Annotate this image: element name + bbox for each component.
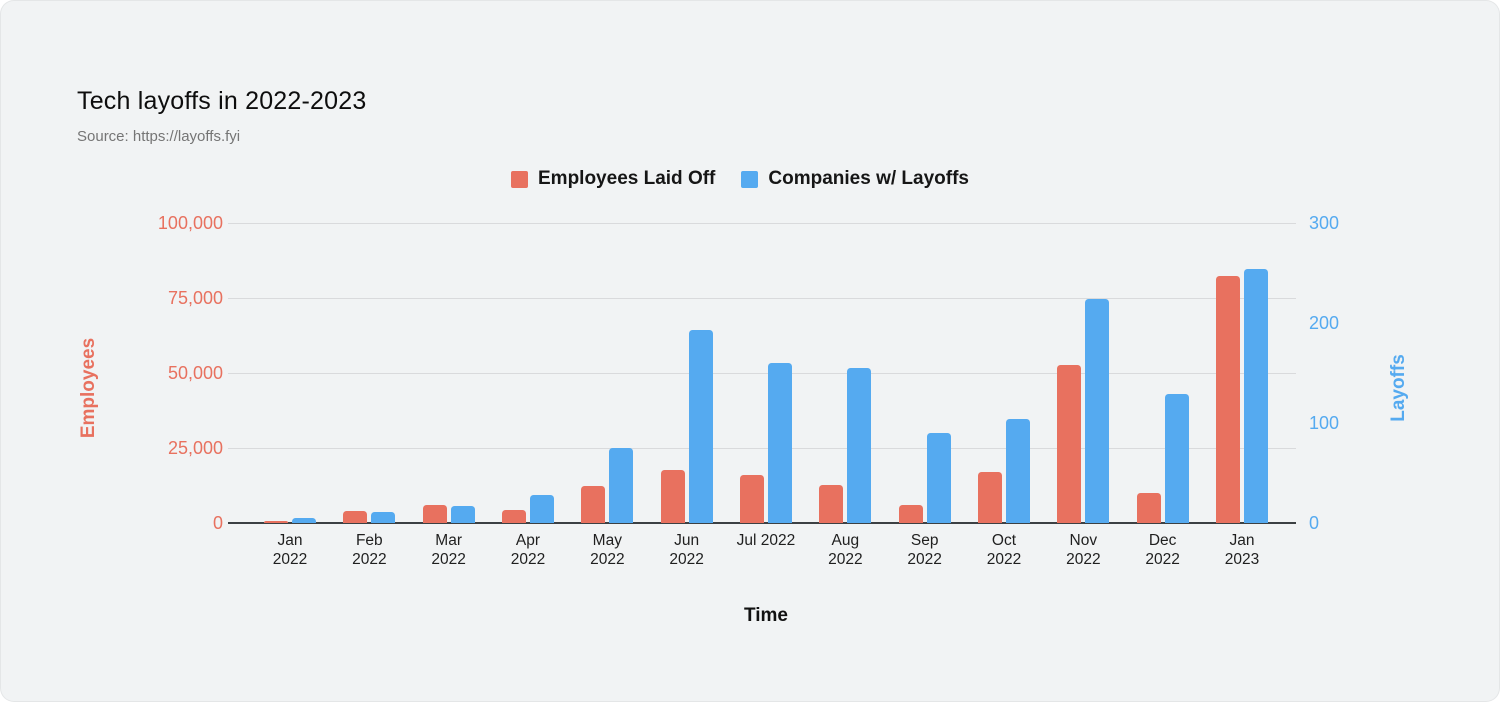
bar-employees-laid-off [898,505,923,523]
left-axis-tick-label: 100,000 [157,213,223,233]
x-axis-category-label: Apr 2022 [510,532,546,568]
gridline [228,223,1296,224]
x-axis-category-label: Jun 2022 [669,532,704,568]
right-axis-title: Layoffs [1388,354,1409,422]
left-axis-tick-label: 50,000 [167,363,223,383]
bar-companies-w-layoffs [847,368,872,523]
chart-source: Source: https://layoffs.fyi [77,128,241,145]
bar-employees-laid-off [1136,493,1161,523]
right-axis-tick-label: 300 [1309,213,1340,233]
bar-employees-laid-off [264,520,288,523]
bar-employees-laid-off [1215,275,1240,523]
bar-companies-w-layoffs [371,512,396,523]
left-axis-tick-label: 75,000 [167,288,223,308]
bar-companies-w-layoffs [1164,394,1189,523]
bar-companies-w-layoffs [1085,299,1110,523]
x-axis-category-label: Feb 2022 [352,532,387,568]
bar-companies-w-layoffs [688,330,713,523]
right-axis-tick-label: 0 [1309,513,1320,533]
x-axis-category-label: Jan 2022 [272,532,308,568]
left-axis-title: Employees [78,337,99,439]
legend-item-employees: Employees Laid Off [511,168,715,190]
bar-employees-laid-off [977,472,1002,523]
legend-item-companies: Companies w/ Layoffs [741,168,969,190]
legend-label-employees: Employees Laid Off [538,168,716,189]
plot-area [228,223,1296,524]
bar-employees-laid-off [581,485,606,523]
bar-companies-w-layoffs [926,433,951,523]
chart-title: Tech layoffs in 2022-2023 [77,87,367,115]
bar-employees-laid-off [343,511,368,523]
gridline [228,298,1296,299]
x-axis-line [228,522,1296,524]
bar-companies-w-layoffs [292,518,316,523]
gridline [228,448,1296,449]
bar-companies-w-layoffs [1243,269,1268,523]
x-axis-category-label: Aug 2022 [828,532,863,568]
x-axis-category-label: Oct 2022 [986,532,1022,568]
bar-companies-w-layoffs [529,495,554,523]
x-axis-category-label: Dec 2022 [1145,532,1180,568]
bar-companies-w-layoffs [767,363,792,523]
bar-employees-laid-off [501,510,526,523]
left-axis-tick-label: 0 [212,513,223,533]
legend-label-companies: Companies w/ Layoffs [768,168,969,189]
bar-companies-w-layoffs [609,448,634,523]
right-axis-tick-label: 200 [1309,313,1340,333]
bar-companies-w-layoffs [1005,419,1030,523]
bar-employees-laid-off [819,484,844,523]
gridline [228,373,1296,374]
employees-swatch-icon [511,170,528,188]
companies-swatch-icon [741,170,759,188]
bar-employees-laid-off [739,475,764,523]
bar-employees-laid-off [660,469,685,523]
x-axis-category-label: Nov 2022 [1066,532,1101,568]
legend: Employees Laid Off Companies w/ Layoffs [1,168,1479,190]
x-axis-title: Time [743,605,789,626]
x-axis-category-label: Sep 2022 [907,532,942,568]
x-axis-category-label: Jan 2023 [1224,532,1260,568]
bar-employees-laid-off [422,505,447,523]
x-axis-category-label: May 2022 [590,532,625,568]
bar-companies-w-layoffs [450,506,475,523]
x-axis-category-label: Mar 2022 [431,532,466,568]
x-axis-category-label: Jul 2022 [736,532,796,549]
bar-employees-laid-off [1057,364,1082,523]
left-axis-tick-label: 25,000 [167,438,223,458]
right-axis-tick-label: 100 [1309,413,1340,433]
